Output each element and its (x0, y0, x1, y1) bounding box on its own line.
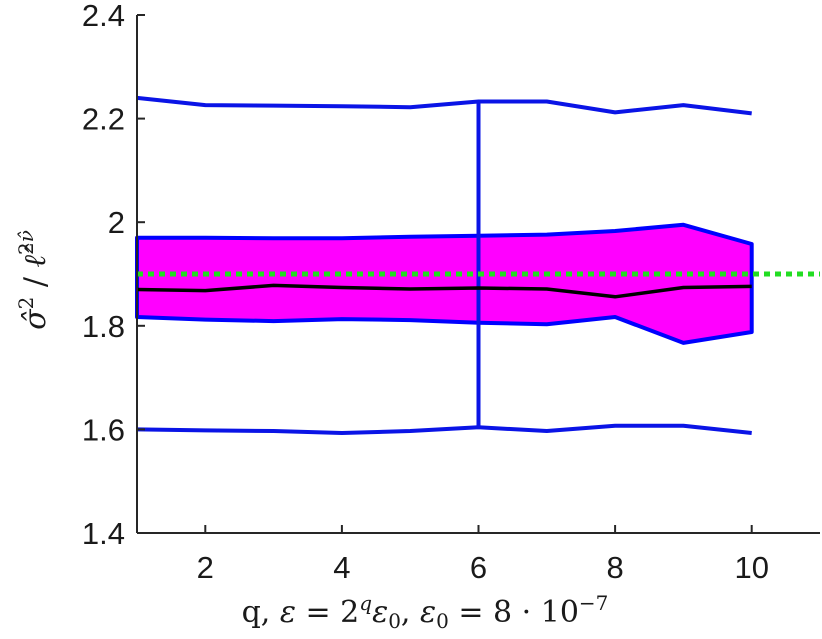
plot-area (135, 95, 820, 435)
y-tick-label: 1.6 (82, 412, 125, 447)
x-axis-label: q, ε = 2qε0, ε0 = 8 · 10−7 (242, 591, 609, 633)
y-axis-label: σ̂2 / ℓ̂2ν̂ (14, 230, 53, 330)
x-tick-label: 10 (734, 550, 768, 585)
upper-whisker-line (136, 95, 752, 116)
axes: 1.4 1.6 1.8 2 2.2 2.4 2 4 6 8 10 (82, 0, 820, 585)
y-tick-label: 1.4 (82, 516, 125, 551)
y-tick-label: 1.8 (82, 309, 125, 344)
median-line (136, 283, 752, 299)
y-tick-label: 2.2 (82, 102, 125, 137)
x-tick-label: 8 (606, 550, 623, 585)
y-tick-label: 2.4 (82, 0, 125, 33)
x-tick-label: 2 (197, 550, 214, 585)
band-area (135, 222, 754, 345)
x-tick-label: 4 (333, 550, 350, 585)
y-tick-label: 2 (108, 205, 125, 240)
lower-whisker-line (136, 423, 752, 435)
x-tick-label: 6 (470, 550, 487, 585)
